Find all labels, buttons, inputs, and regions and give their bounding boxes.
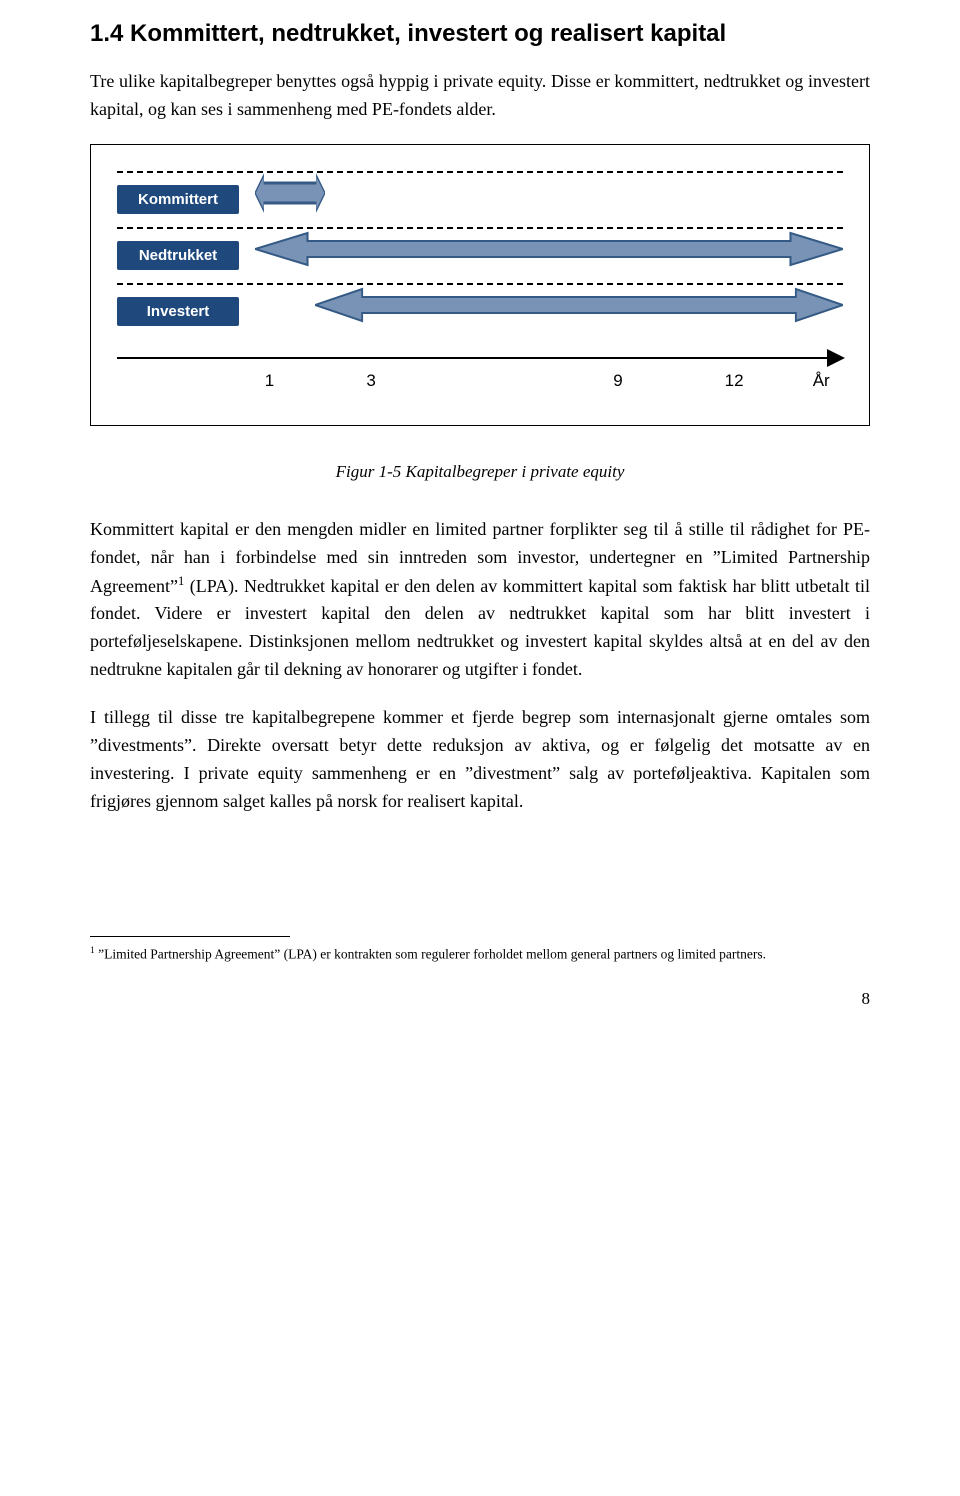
- double-arrow-icon: [315, 289, 843, 321]
- axis-tick-label: 9: [613, 371, 622, 391]
- pill-investert: Investert: [117, 297, 239, 326]
- footnote-text: ”Limited Partnership Agreement” (LPA) er…: [95, 946, 766, 961]
- row-nedtrukket: Nedtrukket: [117, 229, 843, 283]
- footnote: 1 ”Limited Partnership Agreement” (LPA) …: [90, 945, 870, 963]
- pill-kommittert: Kommittert: [117, 185, 239, 214]
- axis: 1 3 9 12 År: [117, 349, 843, 405]
- arrow-kommittert: [255, 173, 843, 227]
- arrow-investert: [255, 285, 843, 339]
- row-kommittert: Kommittert: [117, 173, 843, 227]
- pill-nedtrukket: Nedtrukket: [117, 241, 239, 270]
- row-investert: Investert: [117, 285, 843, 339]
- axis-tick-label: 3: [366, 371, 375, 391]
- axis-line: [117, 357, 843, 359]
- figure-box: Kommittert Nedtrukket Investert: [90, 144, 870, 426]
- axis-tick-label: År: [813, 371, 830, 391]
- arrow-nedtrukket: [255, 229, 843, 283]
- axis-arrowhead-icon: [827, 349, 845, 367]
- double-arrow-icon: [255, 175, 325, 211]
- section-title: 1.4 Kommittert, nedtrukket, investert og…: [90, 20, 870, 48]
- footnote-separator: [90, 936, 290, 937]
- figure-caption: Figur 1-5 Kapitalbegreper i private equi…: [90, 462, 870, 482]
- body-text-1b: (LPA). Nedtrukket kapital er den delen a…: [90, 576, 870, 680]
- body-paragraph-1: Kommittert kapital er den mengden midler…: [90, 516, 870, 684]
- double-arrow-icon: [255, 233, 843, 265]
- axis-tick-label: 1: [265, 371, 274, 391]
- page-number: 8: [90, 989, 870, 1009]
- body-paragraph-2: I tillegg til disse tre kapitalbegrepene…: [90, 704, 870, 816]
- intro-paragraph: Tre ulike kapitalbegreper benyttes også …: [90, 68, 870, 124]
- axis-tick-label: 12: [725, 371, 744, 391]
